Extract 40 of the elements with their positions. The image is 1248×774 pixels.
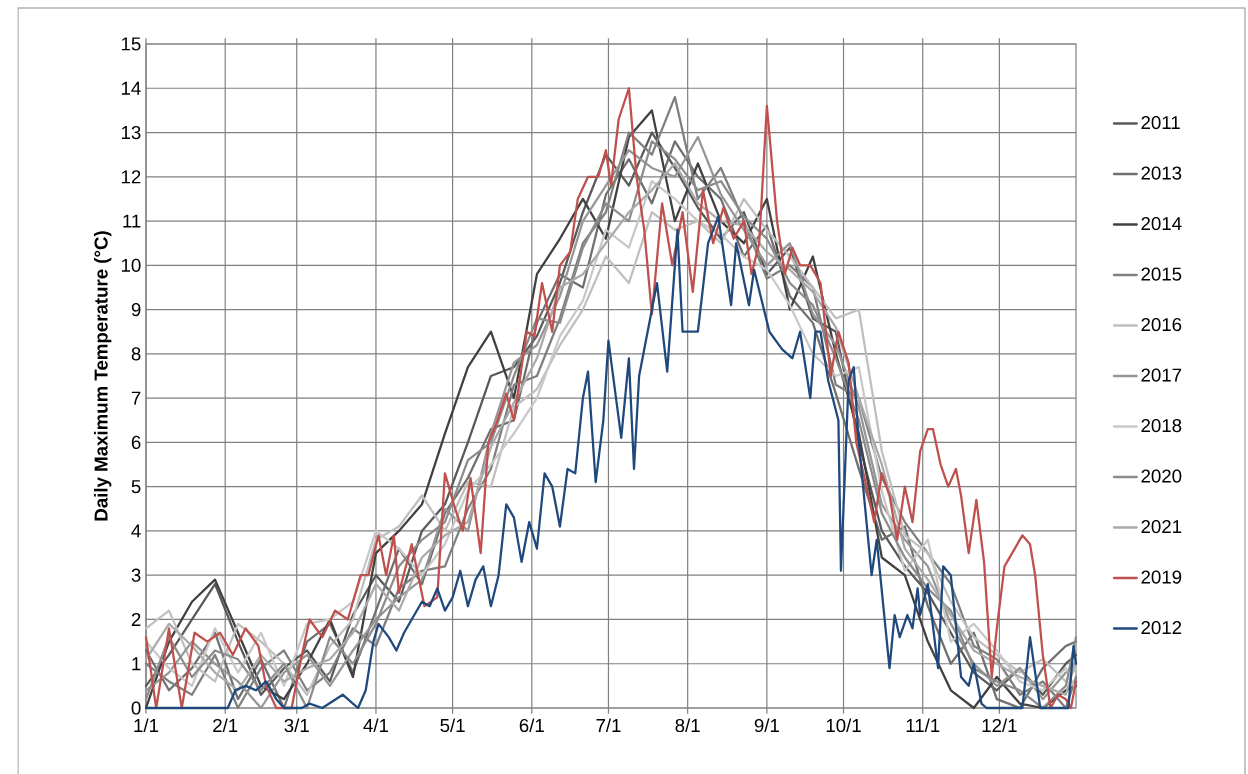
x-tick-label: 3/1 [284, 718, 309, 733]
x-tick-label: 12/1 [982, 718, 1017, 733]
x-tick-label: 5/1 [440, 718, 465, 733]
y-tick-label: 8 [131, 347, 141, 361]
legend-label: 2015 [1141, 267, 1182, 281]
x-tick-label: 7/1 [596, 718, 621, 733]
legend-label: 2013 [1141, 166, 1182, 180]
legend-label: 2021 [1141, 519, 1182, 534]
x-tick-label: 4/1 [363, 718, 389, 733]
legend-label: 2020 [1141, 469, 1182, 483]
y-tick-label: 11 [123, 214, 141, 228]
legend-label: 2011 [1141, 115, 1180, 130]
y-tick-label: 6 [131, 435, 141, 450]
y-tick-label: 7 [131, 391, 141, 405]
legend-label: 2017 [1141, 368, 1182, 382]
legend-label: 2018 [1141, 418, 1182, 433]
y-tick-label: 3 [131, 568, 141, 582]
y-tick-label: 5 [131, 480, 141, 494]
y-tick-label: 12 [121, 170, 141, 184]
x-tick-label: 10/1 [826, 718, 861, 733]
y-tick-label: 4 [131, 524, 141, 538]
y-tick-label: 13 [121, 125, 141, 140]
legend-label: 2012 [1141, 620, 1182, 635]
y-tick-label: 15 [121, 37, 141, 51]
y-tick-label: 10 [121, 258, 141, 272]
x-tick-label: 8/1 [675, 718, 700, 733]
x-tick-label: 11/1 [906, 718, 940, 733]
legend-label: 2014 [1141, 216, 1182, 231]
y-tick-label: 14 [121, 81, 141, 95]
y-tick-label: 0 [131, 701, 141, 715]
legend-label: 2016 [1141, 317, 1182, 332]
y-tick-label: 1 [132, 657, 141, 671]
x-tick-label: 9/1 [754, 718, 779, 733]
y-axis-title: Daily Maximum Temperature (°C) [93, 231, 112, 521]
x-tick-label: 6/1 [519, 718, 544, 733]
x-tick-label: 1/1 [134, 718, 159, 733]
y-tick-label: 2 [131, 612, 141, 626]
legend-label: 2019 [1141, 570, 1182, 584]
y-tick-label: 9 [131, 302, 141, 317]
x-tick-label: 2/1 [213, 718, 238, 733]
